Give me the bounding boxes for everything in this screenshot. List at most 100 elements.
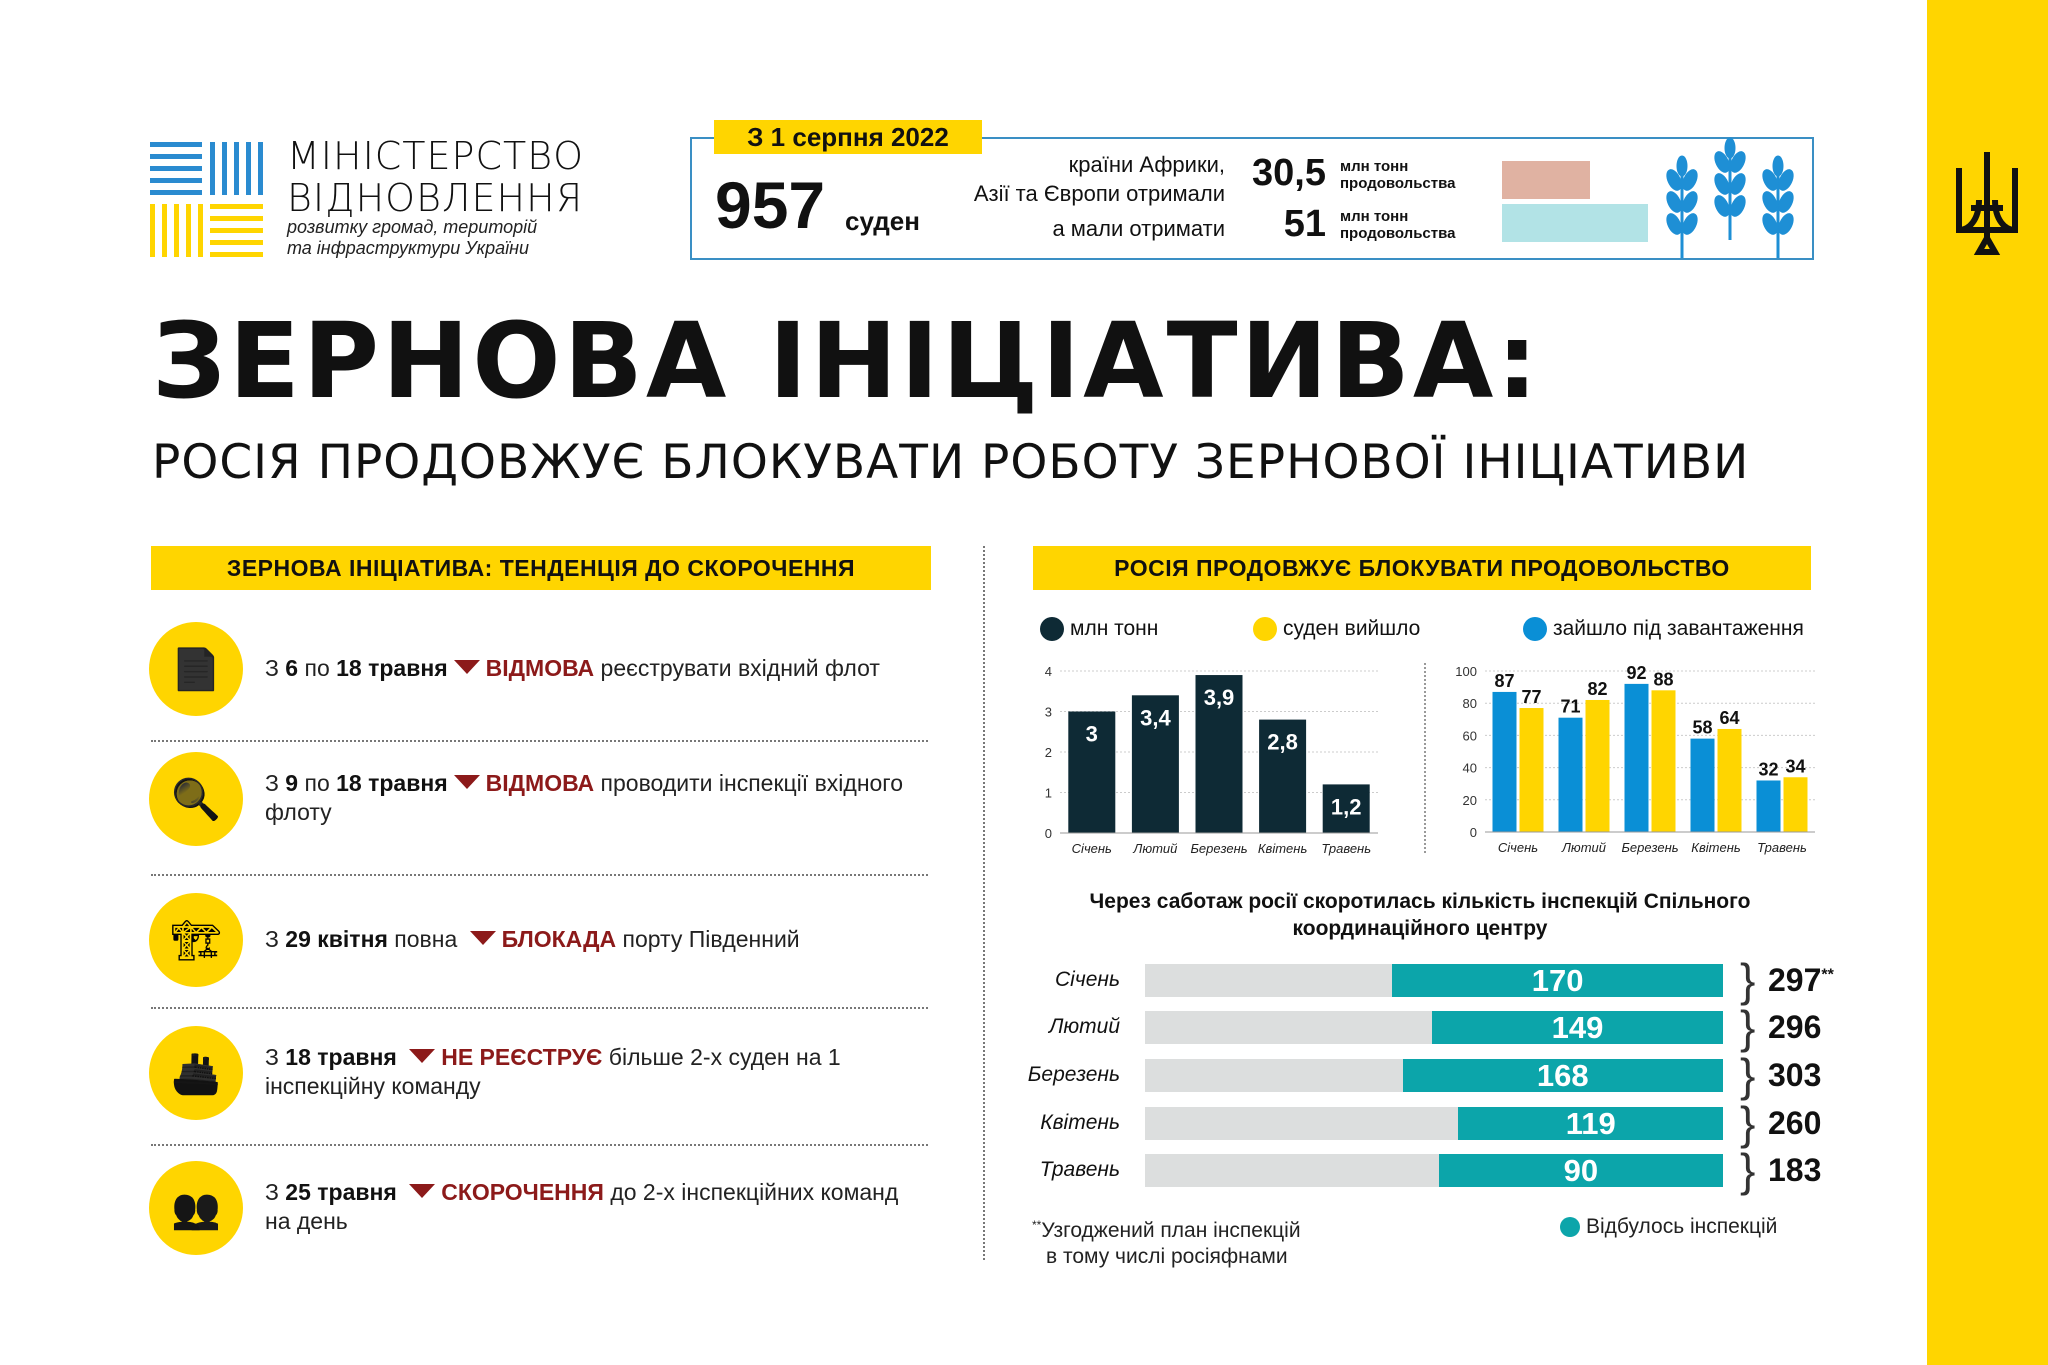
planned-bar: 119	[1145, 1107, 1723, 1140]
data-label: 92	[1626, 663, 1646, 683]
bar	[1558, 717, 1583, 832]
down-triangle-icon	[453, 775, 480, 789]
list-item: З 18 травня НЕ РЕЄСТРУЄ більше 2-х суден…	[265, 1044, 841, 1099]
planned-bar: 149	[1145, 1011, 1723, 1044]
data-label: 32	[1758, 759, 1778, 779]
brace-icon: }	[1740, 954, 1756, 1006]
list-item: З 9 по 18 травня ВІДМОВА проводити інспек…	[265, 770, 903, 825]
logo-text: МІНІСТЕРСТВО ВІДНОВЛЕННЯ	[287, 135, 584, 219]
completed-bar: 149	[1432, 1011, 1723, 1044]
month-label: Січень	[1055, 968, 1120, 991]
completed-bar: 119	[1458, 1107, 1723, 1140]
bar	[1783, 777, 1808, 832]
summary-box	[690, 137, 1814, 260]
data-label: 3	[1086, 722, 1098, 747]
item-separator	[151, 1144, 928, 1146]
completed-bar: 168	[1402, 1059, 1723, 1092]
ships-count: 957	[715, 168, 826, 242]
data-label: 2,8	[1267, 730, 1298, 755]
footnote: **Узгоджений план інспекцій в тому числі …	[1032, 1218, 1301, 1268]
brace-icon: }	[1740, 1001, 1756, 1053]
bar	[1068, 711, 1116, 833]
legend-ships-out: суден вийшло	[1253, 617, 1420, 641]
bar	[1585, 699, 1610, 832]
month-label: Лютий	[1048, 1015, 1120, 1038]
logo-line3: розвитку громад, територій	[287, 217, 538, 237]
team-icon: 👥	[149, 1161, 243, 1255]
data-label: 58	[1692, 718, 1712, 738]
brace-icon: }	[1740, 1097, 1756, 1149]
month-label: Березень	[1027, 1063, 1120, 1086]
month-label: Травень	[1039, 1158, 1120, 1181]
ships-unit: суден	[845, 206, 920, 236]
data-label: 87	[1494, 671, 1514, 691]
bar	[1756, 780, 1781, 832]
down-triangle-icon	[409, 1184, 436, 1198]
x-tick-label: Березень	[1190, 841, 1247, 856]
summary-text-2: Азії та Європи отримали	[973, 181, 1225, 206]
logo-line4: та інфраструктури України	[287, 238, 530, 258]
bar	[1195, 675, 1243, 833]
completed-bar: 90	[1438, 1154, 1723, 1187]
section-divider	[983, 546, 985, 1260]
bar	[1690, 738, 1715, 832]
y-tick-label: 60	[1463, 728, 1477, 743]
yellow-side-strip	[1927, 0, 2048, 1365]
planned-bar: 170	[1145, 964, 1723, 997]
bar	[1717, 728, 1742, 832]
inspector-icon: 🔍	[149, 752, 243, 846]
summary-text-1: країни Африки,	[1068, 152, 1225, 177]
x-tick-label: Травень	[1321, 841, 1371, 856]
wheat-icon	[1666, 136, 1798, 260]
down-triangle-icon	[469, 931, 496, 945]
planned-bar: 168	[1145, 1059, 1723, 1092]
legend-tonnes: млн тонн	[1040, 617, 1158, 641]
planned-bar: 90	[1145, 1154, 1723, 1187]
expected-unit: млн тонн продовольства	[1340, 208, 1456, 242]
ship-dot-icon	[1523, 617, 1547, 641]
list-item: З 29 квітня повна БЛОКАДА порту Південни…	[265, 926, 800, 952]
completed-bar: 170	[1392, 964, 1723, 997]
expected-bar	[1502, 204, 1648, 242]
data-label: 3,9	[1204, 685, 1235, 710]
cargo-ship-icon: 🚢	[149, 1026, 243, 1120]
planned-total: 260	[1768, 1105, 1822, 1141]
data-label: 34	[1785, 756, 1805, 776]
y-tick-label: 4	[1045, 664, 1052, 679]
logo-line2: ВІДНОВЛЕННЯ	[287, 176, 584, 220]
inspections-chart-title: Через саботаж росії скоротилась кількіст…	[1089, 890, 1751, 940]
data-label: 1,2	[1331, 794, 1362, 819]
data-label: 3,4	[1140, 705, 1171, 730]
planned-total: 303	[1768, 1057, 1822, 1093]
list-item: З 25 травня СКОРОЧЕННЯ до 2-х інспекційн…	[265, 1179, 899, 1234]
bar	[1131, 695, 1179, 833]
y-tick-label: 0	[1470, 825, 1477, 840]
logo-subtext: розвитку громад, територій та інфраструкт…	[287, 217, 537, 259]
list-item: З 6 по 18 травня ВІДМОВА реєструвати вхід…	[265, 655, 880, 681]
legend-ships-in: зайшло під завантаження	[1523, 617, 1804, 641]
x-tick-label: Лютий	[1561, 840, 1606, 855]
data-label: 71	[1560, 697, 1580, 717]
item-separator	[151, 1007, 928, 1009]
bar	[1651, 690, 1676, 832]
port-crane-icon: 🏗	[149, 893, 243, 987]
item-separator	[151, 874, 928, 876]
bar	[1519, 708, 1544, 832]
y-tick-label: 100	[1455, 664, 1477, 679]
ship-dot-icon	[1253, 617, 1277, 641]
brace-icon: }	[1740, 1049, 1756, 1101]
trident-icon	[1956, 152, 2018, 255]
tonnes-bar-chart: 0 1 2 3 4 Січень 3 Лютий 3,4 Березень 3,9 Квітень 2,…	[1045, 664, 1378, 856]
data-label: 77	[1521, 687, 1541, 707]
left-section-header: ЗЕРНОВА ІНІЦІАТИВА: ТЕНДЕНЦІЯ ДО СКОРОЧЕ…	[151, 546, 931, 590]
summary-text-3: а мали отримати	[1052, 216, 1225, 241]
x-tick-label: Січень	[1072, 841, 1112, 856]
wheat-dot-icon	[1040, 617, 1064, 641]
x-tick-label: Лютий	[1132, 841, 1177, 856]
down-triangle-icon	[409, 1049, 436, 1063]
y-tick-label: 3	[1045, 705, 1052, 720]
received-unit: млн тонн продовольства	[1340, 158, 1456, 192]
y-tick-label: 0	[1045, 826, 1052, 841]
x-tick-label: Травень	[1757, 840, 1807, 855]
x-tick-label: Січень	[1498, 840, 1538, 855]
